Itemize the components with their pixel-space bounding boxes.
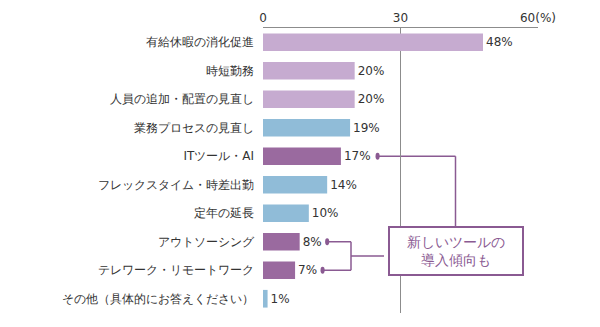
- svg-text:フレックスタイム・時差出勤: フレックスタイム・時差出勤: [98, 178, 254, 192]
- svg-text:60(%): 60(%): [520, 11, 556, 25]
- svg-text:定年の延長: 定年の延長: [194, 206, 254, 220]
- svg-text:20%: 20%: [358, 92, 385, 106]
- svg-text:有給休暇の消化促進: 有給休暇の消化促進: [146, 35, 254, 49]
- svg-text:人員の追加・配置の見直し: 人員の追加・配置の見直し: [110, 92, 254, 106]
- svg-text:時短勤務: 時短勤務: [206, 64, 254, 78]
- svg-text:テレワーク・リモートワーク: テレワーク・リモートワーク: [98, 263, 254, 277]
- svg-text:17%: 17%: [344, 149, 371, 163]
- svg-text:アウトソーシング: アウトソーシング: [158, 235, 255, 249]
- svg-text:0: 0: [259, 11, 267, 25]
- svg-text:その他（具体的にお答えください）: その他（具体的にお答えください）: [62, 292, 254, 306]
- svg-text:ITツール・AI: ITツール・AI: [183, 149, 254, 163]
- svg-text:30: 30: [393, 11, 408, 25]
- svg-text:10%: 10%: [312, 206, 339, 220]
- svg-text:48%: 48%: [486, 35, 513, 49]
- svg-text:業務プロセスの見直し: 業務プロセスの見直し: [134, 121, 254, 135]
- svg-text:20%: 20%: [358, 64, 385, 78]
- svg-text:8%: 8%: [303, 235, 322, 249]
- svg-text:19%: 19%: [353, 121, 380, 135]
- svg-text:14%: 14%: [330, 178, 357, 192]
- svg-text:7%: 7%: [298, 263, 317, 277]
- svg-text:新しいツールの導入傾向も: 新しいツールの導入傾向も: [407, 234, 505, 268]
- svg-text:1%: 1%: [271, 292, 290, 306]
